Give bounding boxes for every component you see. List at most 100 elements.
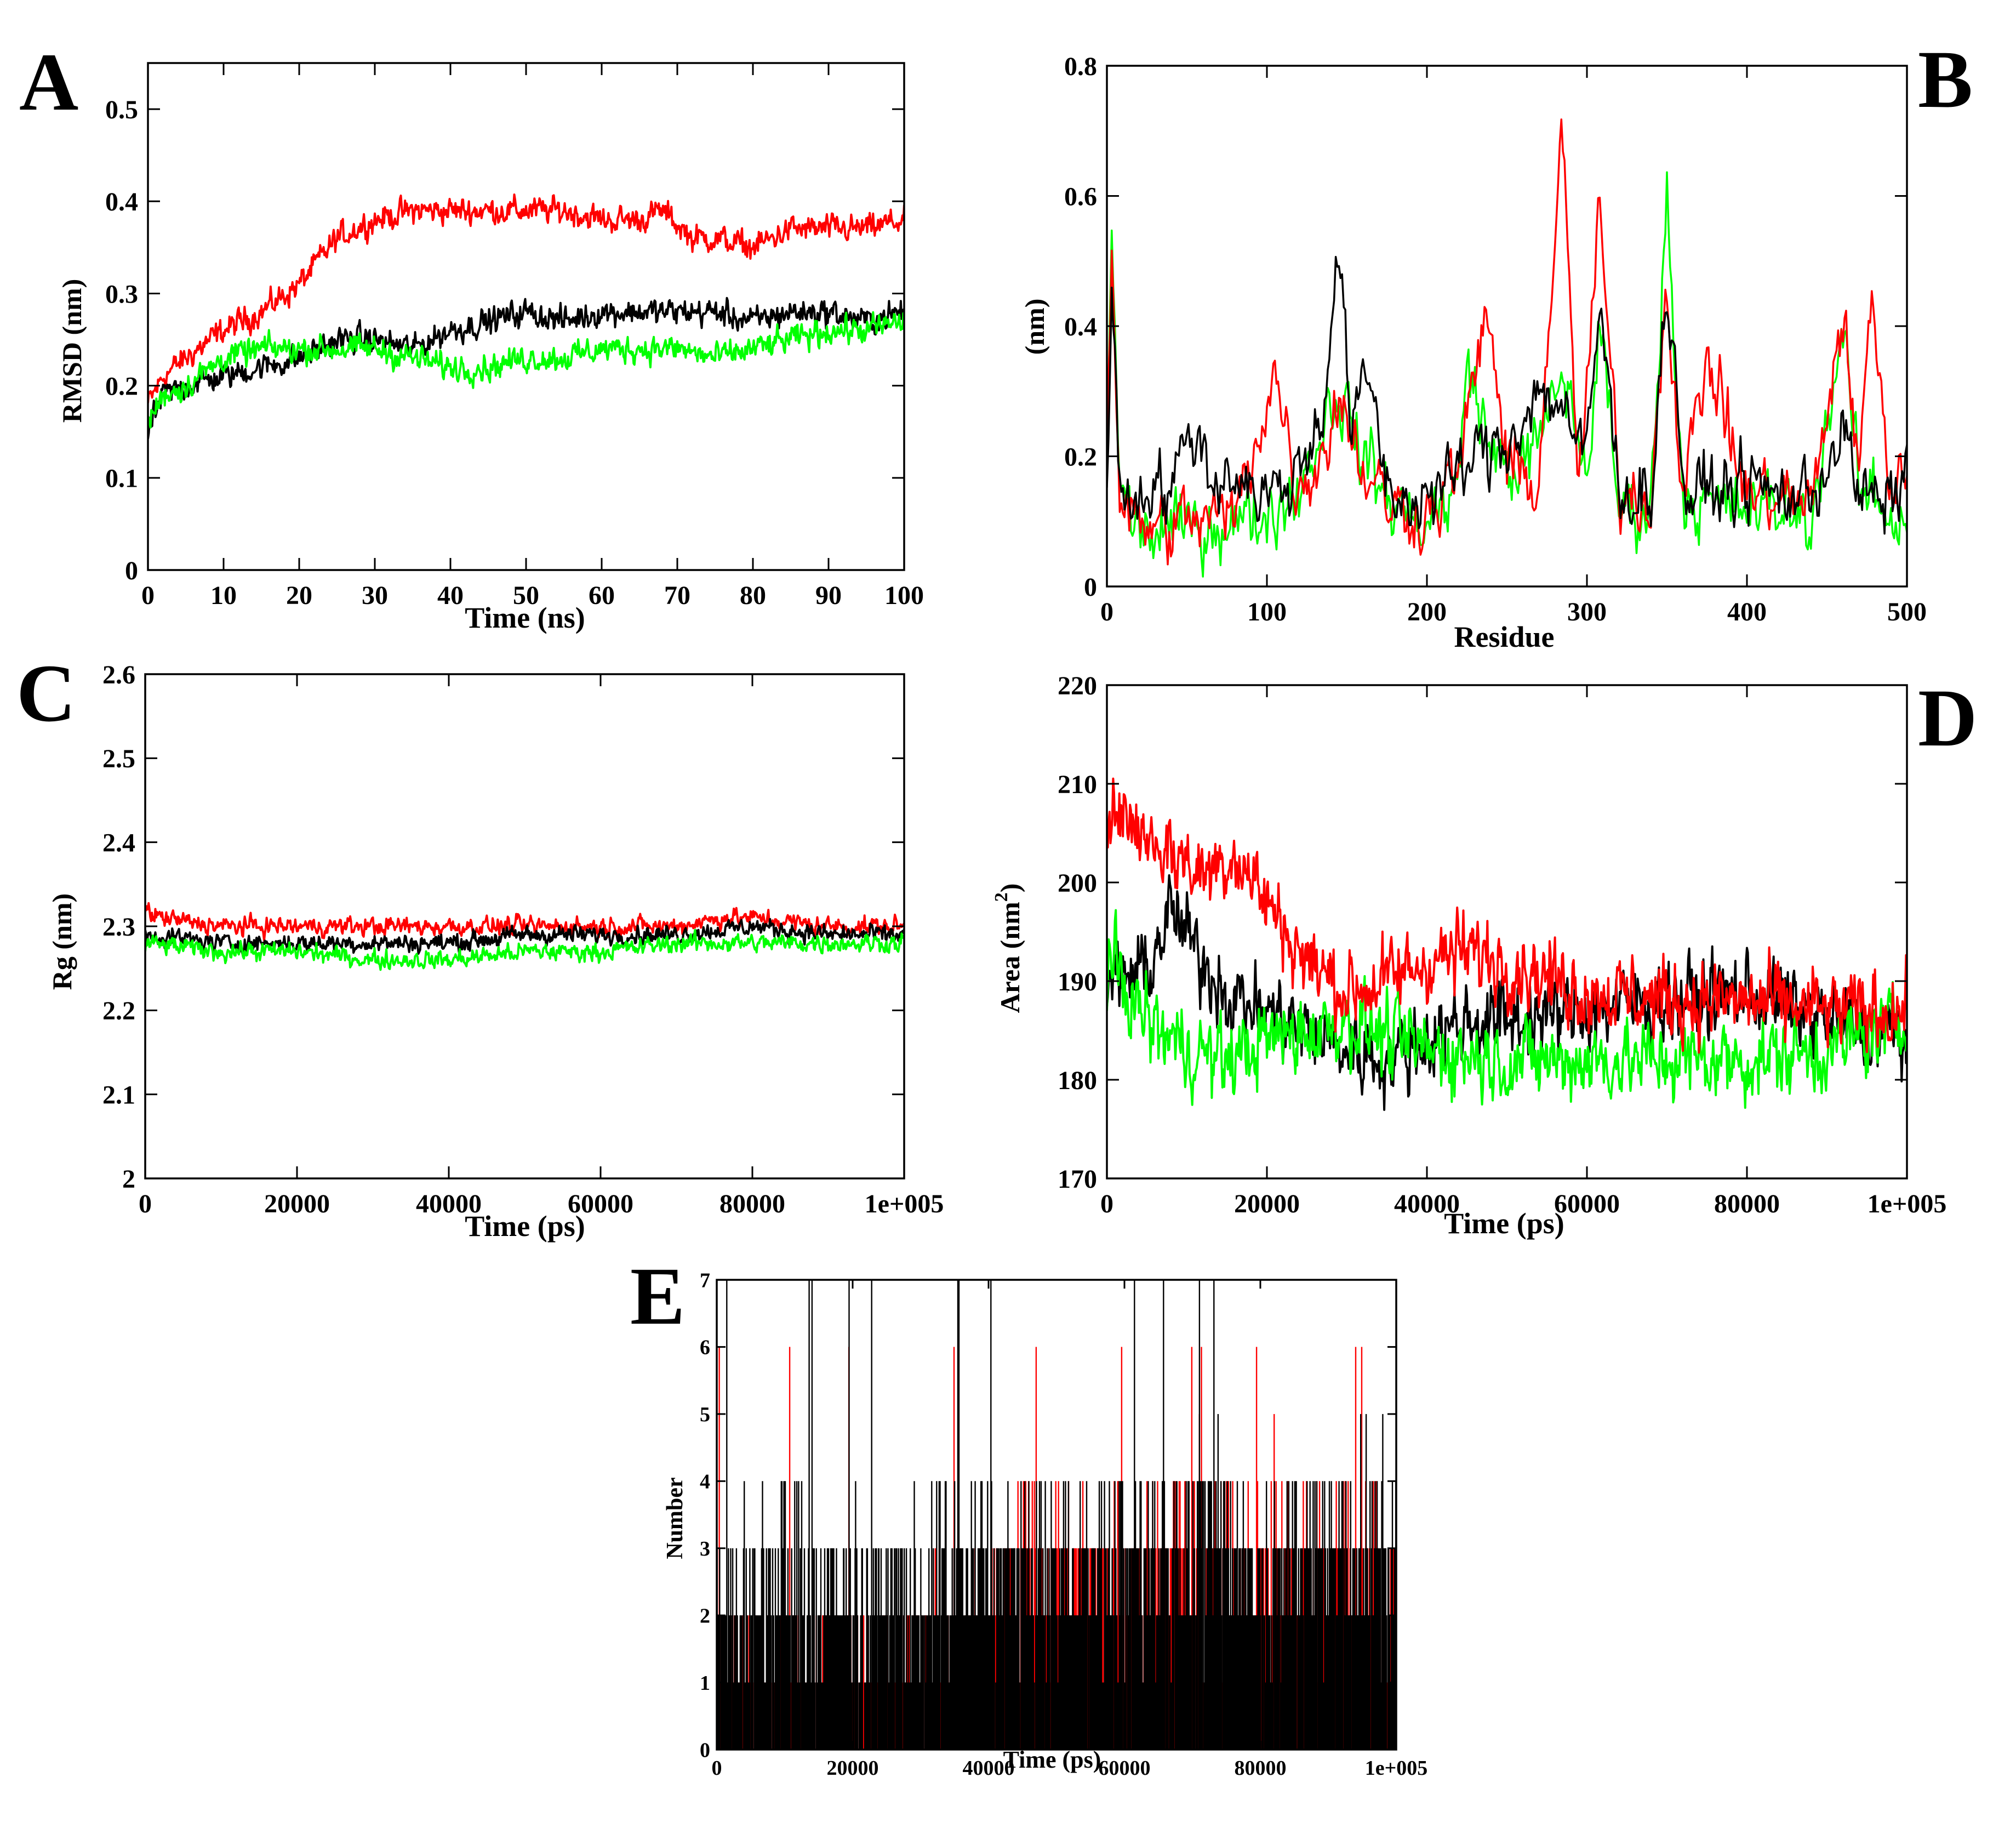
panel-a-series-group bbox=[148, 193, 904, 440]
panel-a-ytick-label: 0.4 bbox=[105, 187, 138, 217]
panel-d-series-black bbox=[1107, 874, 1907, 1111]
panel-a-ytick-label: 0.2 bbox=[105, 372, 138, 401]
panel-b-xtick-label: 0 bbox=[1100, 597, 1113, 626]
panel-d-ytick-label: 220 bbox=[1058, 671, 1097, 700]
panel-c-xtick-label: 60000 bbox=[568, 1189, 633, 1218]
panel-a-series-green bbox=[148, 311, 904, 429]
panel-c-ytick-label: 2 bbox=[122, 1165, 135, 1194]
panel-e-xtick-label: 80000 bbox=[1235, 1757, 1287, 1780]
panel-d: 0 20000 40000 60000 80000 1e+005 170 180 190 200 2… bbox=[991, 671, 1977, 1240]
panel-b-plot-area: 0 100 200 300 400 500 0 0.2 0.4 0.6 0.8 bbox=[1064, 52, 1927, 626]
panel-d-ytick-label: 210 bbox=[1058, 770, 1097, 799]
panel-d-xtick-label: 40000 bbox=[1394, 1189, 1460, 1218]
panel-c-series-green bbox=[145, 928, 904, 971]
panel-c: 0 20000 40000 60000 80000 1e+005 2 2.1 2.2 2.3 2.4… bbox=[16, 648, 944, 1243]
panel-e-ytick-label: 0 bbox=[700, 1739, 710, 1762]
panel-d-plot-area: 0 20000 40000 60000 80000 1e+005 170 180 190 200 2… bbox=[1058, 671, 1946, 1218]
panel-e-ytick-label: 3 bbox=[700, 1537, 710, 1560]
panel-a-xtick-label: 30 bbox=[362, 581, 388, 610]
panel-e-ytick-label: 2 bbox=[700, 1604, 710, 1627]
panel-d-ytick-label: 190 bbox=[1058, 967, 1097, 996]
panel-c-letter: C bbox=[16, 648, 76, 739]
panel-d-xlabel: Time (ps) bbox=[1444, 1207, 1564, 1240]
panel-a-xtick-label: 20 bbox=[286, 581, 312, 610]
panel-b-ytick-label: 0.2 bbox=[1064, 442, 1097, 471]
panel-b-xtick-label: 400 bbox=[1727, 597, 1767, 626]
panel-d-letter: D bbox=[1918, 673, 1977, 764]
panel-d-xtick-label: 20000 bbox=[1234, 1189, 1300, 1218]
panel-e-ytick-label: 6 bbox=[700, 1336, 710, 1359]
panel-d-xtick-label: 0 bbox=[1100, 1189, 1113, 1218]
panel-c-ytick-label: 2.6 bbox=[102, 660, 135, 690]
panel-c-xtick-label: 0 bbox=[139, 1189, 152, 1218]
panel-e-xtick-label: 1e+005 bbox=[1365, 1757, 1428, 1780]
panel-a-xtick-label: 100 bbox=[884, 581, 924, 610]
panel-a-xtick-label: 0 bbox=[141, 581, 155, 610]
panel-a-xtick-label: 90 bbox=[815, 581, 842, 610]
panel-b-xtick-label: 500 bbox=[1887, 597, 1927, 626]
panel-e-ytick-label: 5 bbox=[700, 1403, 710, 1426]
panel-c-xlabel: Time (ps) bbox=[465, 1210, 585, 1243]
panel-d-ytick-label: 170 bbox=[1058, 1165, 1097, 1194]
panel-a-series-red bbox=[148, 193, 904, 403]
panel-a-xtick-label: 60 bbox=[589, 581, 615, 610]
panel-d-frame bbox=[1106, 684, 1908, 1180]
panel-e-ytick-label: 1 bbox=[700, 1672, 710, 1695]
panel-b-ytick-label: 0.6 bbox=[1064, 182, 1097, 211]
panel-d-series-group bbox=[1107, 777, 1907, 1111]
panel-a-ytick-label: 0.1 bbox=[105, 464, 138, 493]
panel-b-ytick-label: 0 bbox=[1084, 573, 1097, 602]
panel-c-xtick-label: 1e+005 bbox=[865, 1189, 944, 1218]
panel-a-xtick-label: 40 bbox=[437, 581, 464, 610]
panel-c-ytick-label: 2.1 bbox=[102, 1080, 135, 1109]
panel-c-xtick-label: 20000 bbox=[264, 1189, 330, 1218]
panel-c-ytick-label: 2.4 bbox=[102, 828, 135, 857]
panel-e-xtick-label: 40000 bbox=[963, 1757, 1015, 1780]
panel-d-ytick-label: 180 bbox=[1058, 1066, 1097, 1095]
panel-a-letter: A bbox=[19, 37, 78, 128]
panel-c-ytick-label: 2.3 bbox=[102, 913, 135, 942]
panel-e-xtick-label: 0 bbox=[712, 1757, 722, 1780]
panel-b-xtick-label: 300 bbox=[1567, 597, 1607, 626]
panel-d-series-red bbox=[1107, 777, 1907, 1054]
panel-e-letter: E bbox=[630, 1251, 685, 1342]
panel-e-frame bbox=[716, 1279, 1397, 1751]
panel-b-letter: B bbox=[1918, 34, 1973, 125]
panel-c-series-group bbox=[145, 902, 904, 971]
panel-c-xtick-label: 80000 bbox=[719, 1189, 785, 1218]
panel-e-xtick-label: 60000 bbox=[1099, 1757, 1151, 1780]
panel-b-xtick-label: 200 bbox=[1407, 597, 1447, 626]
panel-c-plot-area: 0 20000 40000 60000 80000 1e+005 2 2.1 2.2 2.3 2.4… bbox=[102, 660, 944, 1218]
panel-e: 0 20000 40000 60000 80000 1e+005 0 1 2 3 4 5 6 7 E Ti… bbox=[630, 1251, 1427, 1780]
panel-b-ylabel: (nm) bbox=[1019, 299, 1050, 355]
panel-d-ylabel-close: ) bbox=[995, 884, 1025, 893]
panel-b-xlabel: Residue bbox=[1454, 620, 1554, 653]
panel-e-ylabel: Number bbox=[663, 1477, 688, 1559]
panel-c-xtick-label: 40000 bbox=[416, 1189, 482, 1218]
panel-d-xtick-label: 1e+005 bbox=[1867, 1189, 1947, 1218]
panel-b-ytick-label: 0.8 bbox=[1064, 52, 1097, 81]
panel-a-xtick-label: 70 bbox=[664, 581, 690, 610]
panel-b-series-group bbox=[1107, 118, 1907, 578]
panel-e-plot-area: 0 20000 40000 60000 80000 1e+005 0 1 2 3 4 5 6 7 bbox=[700, 1269, 1427, 1780]
panel-d-ylabel-main: Area (nm bbox=[995, 902, 1025, 1013]
panel-e-xtick-label: 20000 bbox=[827, 1757, 879, 1780]
panel-d-ylabel: Area (nm2) bbox=[991, 884, 1025, 1013]
panel-a-xtick-label: 50 bbox=[513, 581, 539, 610]
panel-d-xtick-label: 60000 bbox=[1554, 1189, 1620, 1218]
panel-c-series-black bbox=[145, 918, 904, 958]
panel-a-series-black bbox=[148, 297, 904, 440]
panel-b-ytick-label: 0.4 bbox=[1064, 312, 1097, 341]
panel-d-xtick-label: 80000 bbox=[1714, 1189, 1780, 1218]
panel-d-ylabel-sup: 2 bbox=[991, 892, 1012, 902]
panel-a-ytick-label: 0 bbox=[125, 556, 138, 585]
panel-a: 0 10 20 30 40 50 60 70 80 90 100 0 0.1 0.2 0.3 0.4 0.5 A… bbox=[19, 37, 924, 634]
panel-b-xtick-label: 100 bbox=[1247, 597, 1287, 626]
panel-c-series-red bbox=[145, 902, 904, 942]
panel-a-ylabel: RMSD (nm) bbox=[56, 279, 87, 423]
panel-e-ytick-label: 7 bbox=[700, 1269, 710, 1292]
panel-b-series-black bbox=[1107, 255, 1907, 535]
panel-c-ytick-label: 2.5 bbox=[102, 744, 135, 773]
